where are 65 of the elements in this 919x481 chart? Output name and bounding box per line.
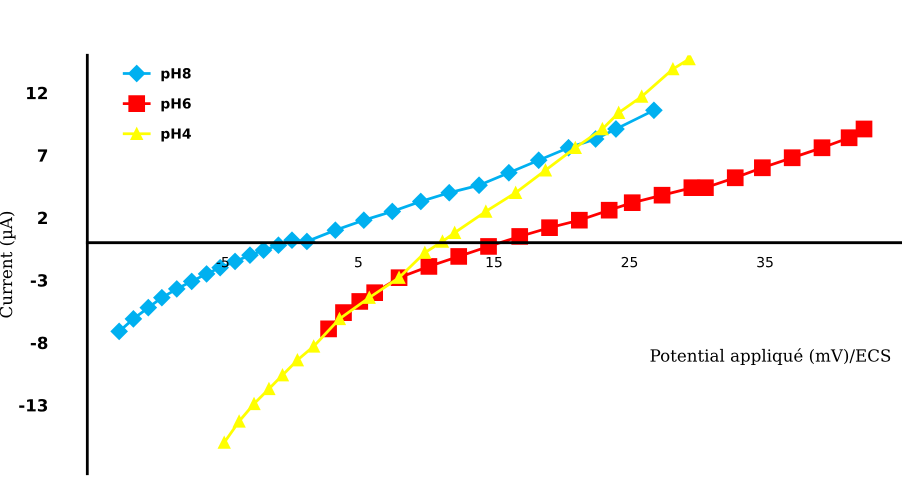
point bbox=[607, 120, 625, 138]
point bbox=[569, 142, 582, 154]
x-tick-label: 15 bbox=[486, 257, 502, 268]
point bbox=[814, 139, 830, 156]
point bbox=[291, 354, 304, 366]
point bbox=[276, 368, 289, 382]
y-tick-label: 12 bbox=[27, 86, 47, 100]
point bbox=[654, 186, 670, 204]
y-tick-label: -3 bbox=[30, 274, 48, 287]
point bbox=[198, 265, 216, 282]
point bbox=[666, 62, 680, 76]
point bbox=[440, 184, 458, 202]
x-axis-title: Potential appliqué (mV)/ECS bbox=[650, 348, 890, 366]
point bbox=[241, 246, 259, 264]
y-tick-label: -8 bbox=[30, 336, 48, 350]
y-tick-label: 7 bbox=[38, 149, 48, 162]
point bbox=[596, 122, 609, 136]
point bbox=[509, 186, 522, 199]
x-tick-label: 5 bbox=[355, 257, 362, 268]
point bbox=[355, 212, 372, 229]
point bbox=[110, 322, 128, 340]
point bbox=[635, 90, 648, 103]
x-tick-label: 35 bbox=[757, 256, 773, 268]
point bbox=[480, 205, 492, 218]
point bbox=[754, 159, 771, 176]
point bbox=[500, 164, 518, 182]
point bbox=[232, 415, 246, 428]
point bbox=[726, 169, 744, 186]
point bbox=[624, 194, 641, 212]
point bbox=[418, 246, 432, 259]
point bbox=[384, 202, 401, 220]
point bbox=[412, 192, 430, 210]
point bbox=[420, 258, 438, 275]
point bbox=[450, 248, 468, 265]
point bbox=[682, 55, 696, 66]
point bbox=[124, 310, 142, 328]
point bbox=[530, 152, 548, 169]
legend-label: pH6 bbox=[161, 98, 191, 112]
point bbox=[140, 299, 157, 316]
point bbox=[600, 202, 618, 219]
point bbox=[307, 340, 320, 353]
point bbox=[218, 436, 230, 449]
point bbox=[153, 289, 170, 306]
point bbox=[262, 382, 276, 396]
point bbox=[168, 280, 186, 298]
point bbox=[645, 102, 662, 119]
y-tick-label: -13 bbox=[19, 399, 48, 412]
point bbox=[326, 222, 344, 239]
point bbox=[448, 226, 461, 239]
point bbox=[183, 272, 200, 290]
legend-label: pH4 bbox=[161, 128, 191, 142]
point bbox=[571, 212, 588, 229]
point bbox=[840, 129, 858, 146]
point bbox=[612, 106, 625, 120]
point bbox=[226, 252, 244, 270]
point bbox=[697, 179, 714, 196]
point bbox=[248, 398, 260, 410]
point bbox=[539, 164, 552, 176]
point bbox=[856, 120, 872, 138]
point bbox=[541, 219, 558, 236]
point bbox=[470, 176, 488, 194]
x-tick-label: 25 bbox=[622, 256, 638, 268]
point bbox=[784, 149, 801, 166]
legend-label: pH8 bbox=[161, 68, 191, 82]
y-tick-label: 2 bbox=[38, 212, 47, 224]
